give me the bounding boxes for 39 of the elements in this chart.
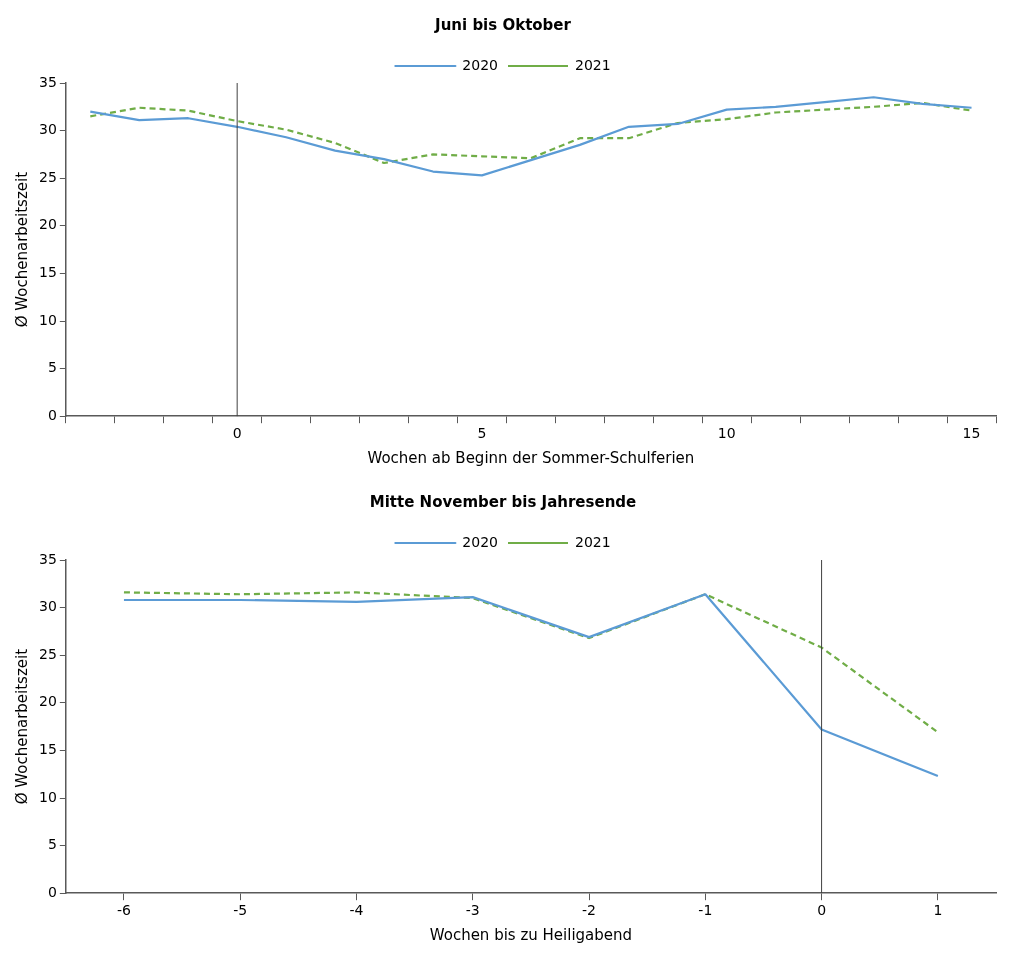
x-tick-label: -3 bbox=[465, 902, 480, 919]
y-axis-title: Ø Wochenarbeitszeit bbox=[12, 648, 31, 805]
x-tick-label: -2 bbox=[582, 902, 597, 919]
y-tick-label: 20 bbox=[38, 216, 57, 233]
chart-title: Juni bis Oktober bbox=[434, 15, 572, 34]
y-tick-label: 35 bbox=[38, 550, 57, 567]
x-tick-label: -1 bbox=[698, 902, 713, 919]
x-axis-title: Wochen ab Beginn der Sommer-Schulferien bbox=[367, 448, 695, 467]
y-axis-title: Ø Wochenarbeitszeit bbox=[12, 171, 31, 328]
x-axis-title: Wochen bis zu Heiligabend bbox=[429, 925, 633, 944]
y-tick-label: 20 bbox=[38, 693, 57, 710]
y-tick-label: 10 bbox=[38, 788, 57, 805]
x-tick-label: 10 bbox=[717, 425, 736, 442]
chart-title: Mitte November bis Jahresende bbox=[369, 492, 637, 511]
x-tick-label: 15 bbox=[962, 425, 981, 442]
y-tick-label: 5 bbox=[47, 836, 57, 853]
legend-label: 2020 bbox=[462, 533, 499, 550]
y-tick-label: 15 bbox=[38, 264, 57, 281]
y-tick-label: 15 bbox=[38, 741, 57, 758]
y-tick-label: 0 bbox=[47, 406, 57, 423]
y-tick-label: 30 bbox=[38, 121, 57, 138]
y-tick-label: 35 bbox=[38, 73, 57, 90]
x-tick-label: 5 bbox=[477, 425, 487, 442]
y-tick-label: 25 bbox=[38, 168, 57, 185]
x-tick-label: -4 bbox=[349, 902, 364, 919]
legend-label: 2021 bbox=[575, 56, 611, 73]
y-tick-label: 5 bbox=[47, 359, 57, 376]
legend-label: 2021 bbox=[575, 533, 611, 550]
x-tick-label: -6 bbox=[116, 902, 132, 919]
y-tick-label: 10 bbox=[38, 311, 57, 328]
line-series bbox=[122, 591, 939, 734]
legend-label: 2020 bbox=[462, 56, 499, 73]
y-tick-label: 0 bbox=[47, 883, 57, 900]
x-tick-label: -5 bbox=[233, 902, 248, 919]
x-tick-label: 1 bbox=[933, 902, 943, 919]
x-tick-label: 0 bbox=[817, 902, 827, 919]
y-tick-label: 25 bbox=[38, 645, 57, 662]
y-tick-label: 30 bbox=[38, 598, 57, 615]
x-tick-label: 0 bbox=[232, 425, 242, 442]
